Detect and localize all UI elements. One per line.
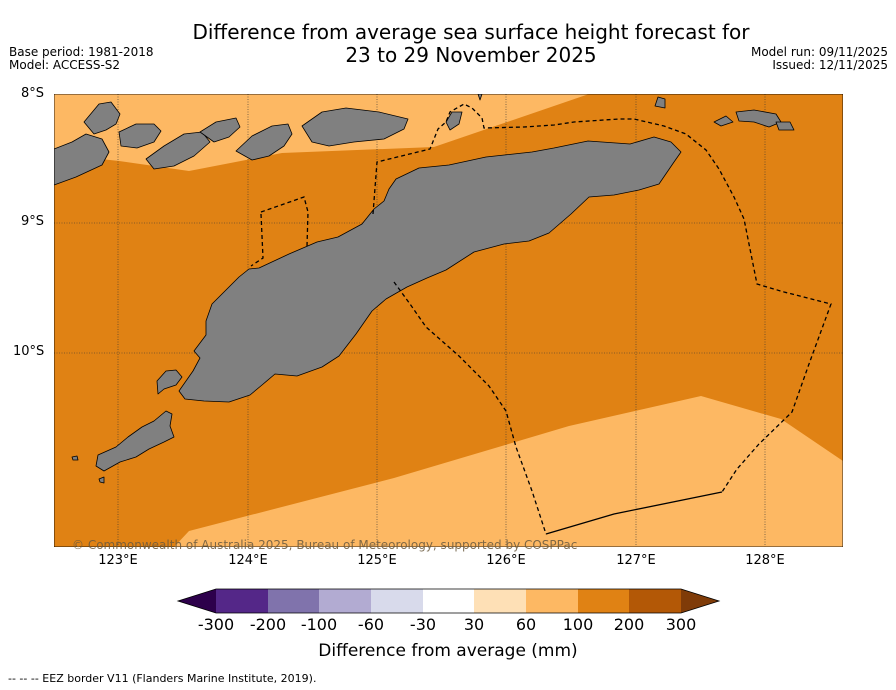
flores-island <box>199 117 241 143</box>
lon-label-126e: 126°E <box>486 553 526 568</box>
ocean-anomaly-south-60-100 <box>174 396 843 547</box>
rote-island <box>95 410 175 472</box>
colorbar-tick: 30 <box>463 615 485 634</box>
colorbar <box>176 588 721 614</box>
colorbar-tick: 300 <box>665 615 697 634</box>
colorbar-tick: -100 <box>300 615 338 634</box>
issued-label: Issued: 12/11/2025 <box>772 58 888 72</box>
islet-icon <box>71 455 79 461</box>
lembata-island <box>145 131 211 170</box>
eez-border <box>250 103 832 535</box>
colorbar-segment-2 <box>268 589 319 613</box>
eez-legend-note: -- -- -- EEZ border V11 (Flanders Marine… <box>8 672 317 685</box>
colorbar-segment-7 <box>526 589 578 613</box>
colorbar-segment-8 <box>578 589 629 613</box>
colorbar-tick: 200 <box>613 615 645 634</box>
lon-label-124e: 124°E <box>228 553 268 568</box>
lat-label-9s: 9°S <box>21 214 45 229</box>
lon-label-123e: 123°E <box>98 553 138 568</box>
map-title-line1: Difference from average sea surface heig… <box>192 20 750 44</box>
semau-island <box>156 369 183 395</box>
model-label: Model: ACCESS-S2 <box>9 58 121 72</box>
colorbar-segment-3 <box>319 589 371 613</box>
colorbar-low-extension <box>178 589 216 613</box>
base-period-label: Base period: 1981-2018 <box>9 45 154 59</box>
lon-label-127e: 127°E <box>616 553 656 568</box>
sermata-islet <box>477 94 483 101</box>
colorbar-title: Difference from average (mm) <box>318 641 578 661</box>
lon-label-125e: 125°E <box>357 553 397 568</box>
lat-label-10s: 10°S <box>13 344 45 359</box>
ndao-island <box>98 476 105 484</box>
colorbar-high-extension <box>681 589 719 613</box>
map-title-line2: 23 to 29 November 2025 <box>345 43 597 67</box>
pantar-island <box>83 101 121 135</box>
colorbar-segment-9 <box>629 589 681 613</box>
leti-island <box>654 96 666 109</box>
colorbar-tick: -200 <box>249 615 287 634</box>
border-solid <box>545 491 723 535</box>
wetar-island <box>235 123 293 161</box>
western-island <box>54 133 110 186</box>
colorbar-segment-5 <box>423 589 474 613</box>
colorbar-segment-6 <box>474 589 526 613</box>
colorbar-tick: -300 <box>197 615 235 634</box>
moa-island <box>713 115 734 127</box>
alor-island <box>118 123 162 149</box>
kisar-island <box>301 107 409 147</box>
forecast-map <box>54 94 843 547</box>
colorbar-segment-4 <box>371 589 423 613</box>
timor-island <box>178 136 682 403</box>
colorbar-tick: 60 <box>515 615 537 634</box>
colorbar-tick: 100 <box>562 615 594 634</box>
luang-island <box>775 121 795 131</box>
model-run-label: Model run: 09/11/2025 <box>750 45 888 59</box>
colorbar-tick: -30 <box>409 615 437 634</box>
colorbar-tick: -60 <box>357 615 385 634</box>
lat-label-8s: 8°S <box>21 86 45 101</box>
lakor-island <box>735 109 782 128</box>
lon-label-128e: 128°E <box>745 553 785 568</box>
copyright-notice: © Commonwealth of Australia 2025, Bureau… <box>72 538 578 552</box>
colorbar-segment-1 <box>216 589 268 613</box>
atauro-island <box>445 111 463 131</box>
